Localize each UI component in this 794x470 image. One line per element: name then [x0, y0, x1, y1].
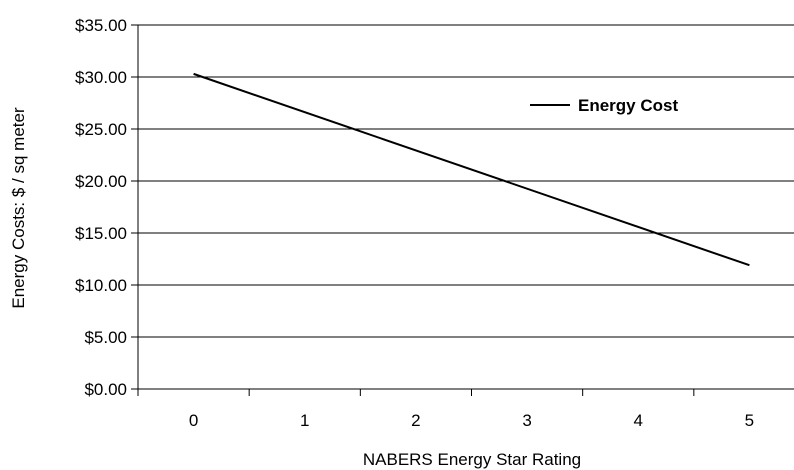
y-tick-label: $5.00: [84, 328, 127, 347]
axes: $0.00 $5.00 $10.00 $15.00 $20.00 $25.00 $30.00…: [75, 16, 794, 430]
x-tick-label: 3: [522, 411, 531, 430]
y-axis-label: Energy Costs: $ / sq meter: [9, 107, 28, 309]
legend: Energy Cost: [530, 96, 678, 115]
y-tick-label: $20.00: [75, 172, 127, 191]
y-tick-label: $35.00: [75, 16, 127, 35]
x-axis-label: NABERS Energy Star Rating: [363, 450, 581, 469]
y-tick-label: $30.00: [75, 68, 127, 87]
series-lines: [193, 72, 750, 267]
y-tick-label: $25.00: [75, 120, 127, 139]
legend-label-energy-cost: Energy Cost: [578, 96, 678, 115]
y-tick-label: $0.00: [84, 380, 127, 399]
y-tick-label: $15.00: [75, 224, 127, 243]
x-tick-label: 2: [411, 411, 420, 430]
x-tick-label: 1: [300, 411, 309, 430]
x-tick-label: 0: [189, 411, 198, 430]
x-tick-label: 4: [634, 411, 643, 430]
x-tick-label: 5: [745, 411, 754, 430]
series-line-energy-cost: [193, 72, 750, 267]
y-tick-label: $10.00: [75, 276, 127, 295]
gridlines: [138, 24, 794, 338]
